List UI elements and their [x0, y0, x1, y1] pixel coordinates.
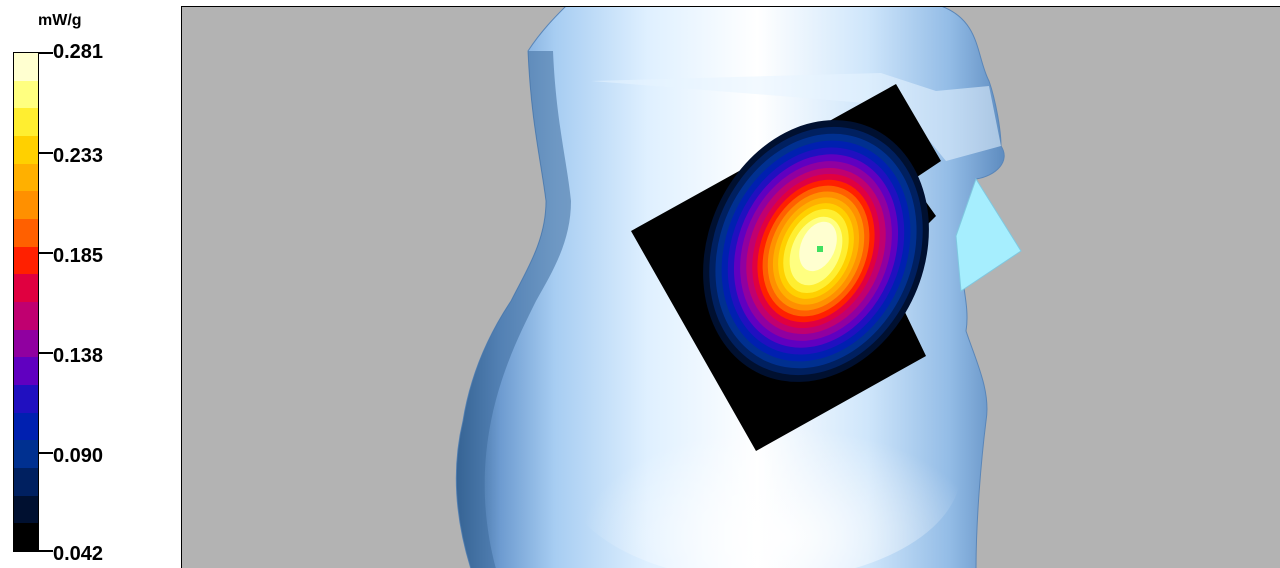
color-scale-segment-0 — [14, 53, 38, 81]
legend-unit-label: mW/g — [38, 12, 82, 29]
color-scale-segment-15 — [14, 468, 38, 496]
color-scale-segment-1 — [14, 80, 38, 109]
color-scale-legend: mW/g 0.281 0.233 0.185 0.138 0.090 0.042 — [0, 0, 180, 568]
tick-label-0: 0.281 — [53, 41, 104, 63]
color-scale-segment-5 — [14, 191, 38, 220]
tick-mark-3 — [39, 352, 53, 354]
tick-label-2: 0.185 — [53, 245, 104, 267]
tick-label-1: 0.233 — [53, 145, 104, 167]
color-scale-segment-7 — [14, 246, 38, 275]
3d-viewport[interactable] — [181, 6, 1280, 568]
tick-label-5: 0.042 — [53, 543, 104, 565]
peak-marker — [817, 246, 823, 252]
tick-mark-4 — [39, 452, 53, 454]
phantom-scene — [455, 7, 1022, 568]
tick-mark-1 — [39, 152, 53, 154]
color-scale-segment-6 — [14, 219, 38, 247]
tick-label-3: 0.138 — [53, 345, 104, 367]
color-scale-segment-14 — [14, 440, 38, 469]
color-scale-segment-3 — [14, 136, 38, 164]
tick-mark-0 — [39, 52, 53, 54]
color-scale-segment-4 — [14, 163, 38, 192]
arm-cut-plane — [955, 177, 1022, 292]
color-scale-segment-9 — [14, 302, 38, 330]
color-scale-segment-13 — [14, 412, 38, 441]
color-scale-segment-16 — [14, 495, 38, 524]
tick-mark-5 — [39, 550, 53, 552]
color-scale-segment-11 — [14, 357, 38, 386]
color-scale-segment-2 — [14, 108, 38, 137]
tick-mark-2 — [39, 252, 53, 254]
color-scale-segment-8 — [14, 274, 38, 303]
color-scale-segment-17 — [14, 523, 38, 552]
sar-distribution — [703, 120, 929, 382]
color-scale-bar — [13, 52, 39, 552]
color-scale-segment-12 — [14, 385, 38, 413]
tick-label-4: 0.090 — [53, 445, 104, 467]
color-scale-segment-10 — [14, 329, 38, 358]
